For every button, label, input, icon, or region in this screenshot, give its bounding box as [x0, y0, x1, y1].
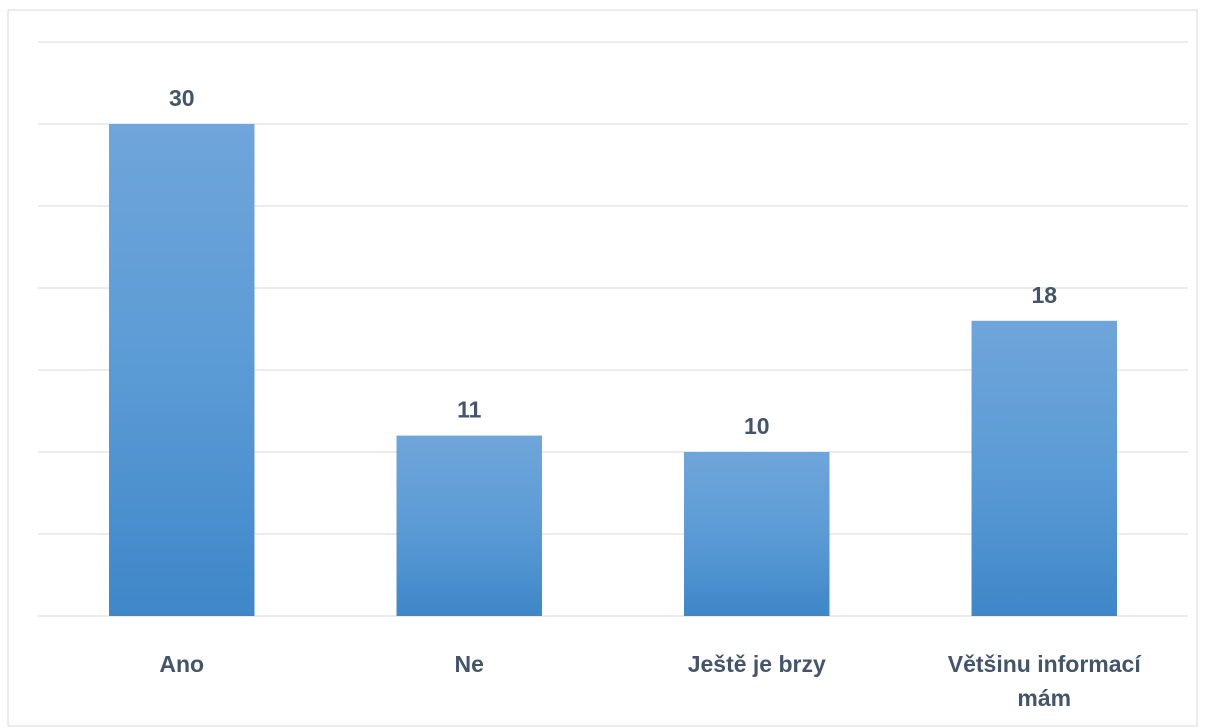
x-tick-label: Ne [454, 651, 484, 677]
bar [396, 435, 542, 616]
x-tick-label: Ještě je brzy [687, 651, 826, 677]
x-tick-label: Ano [159, 651, 205, 677]
frame [7, 9, 1198, 727]
data-label: 30 [169, 85, 195, 111]
x-tick-label: Většinu informací mám [947, 651, 1141, 711]
bar [971, 320, 1117, 616]
data-label: 11 [457, 397, 482, 423]
data-label: 18 [1031, 282, 1057, 308]
bar [684, 452, 830, 616]
data-label: 10 [744, 413, 770, 439]
bar [109, 124, 255, 616]
